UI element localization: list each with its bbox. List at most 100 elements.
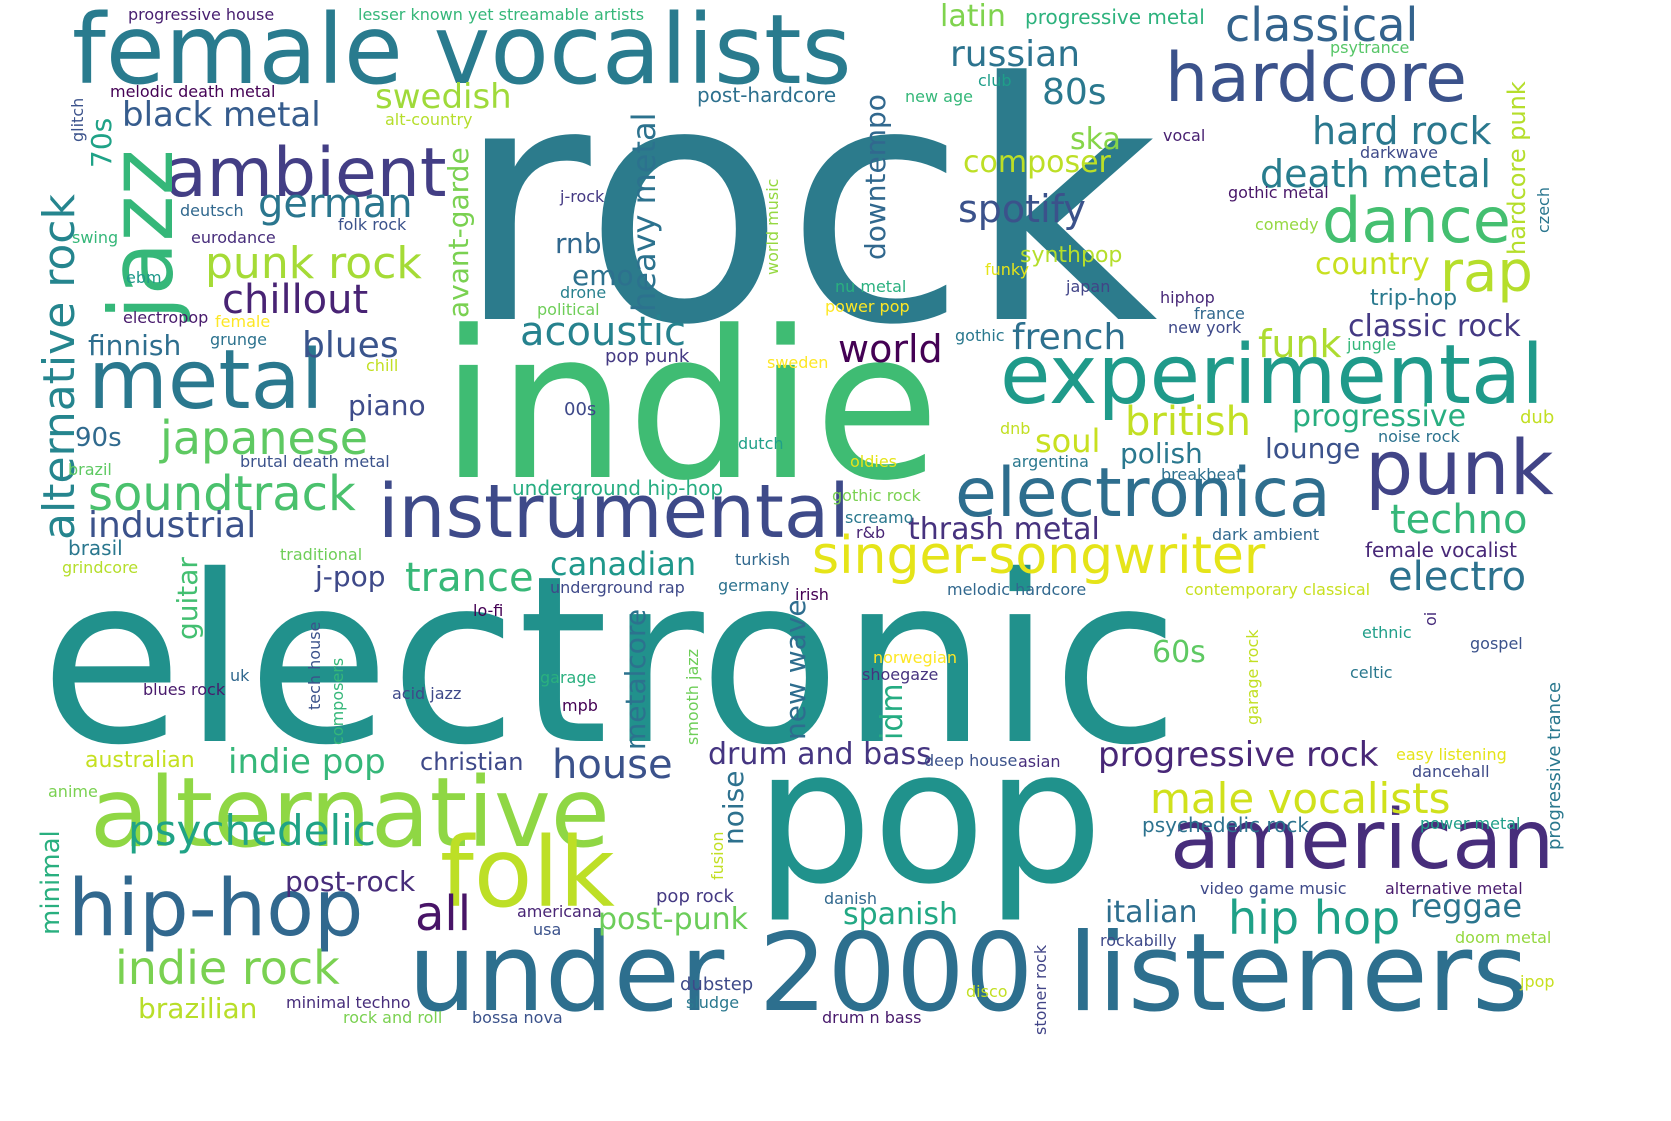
word-uk: uk xyxy=(230,666,250,685)
word-female-vocalist: female vocalist xyxy=(1365,538,1518,562)
word-progressive: progressive xyxy=(1292,399,1467,434)
word-folk: folk xyxy=(440,817,615,929)
word-hardcore: hardcore xyxy=(1165,39,1467,118)
word-new-age: new age xyxy=(905,87,973,106)
word-trance: trance xyxy=(405,555,534,601)
word-electronic: electronic xyxy=(40,526,1180,796)
word-italian: italian xyxy=(1105,895,1198,930)
word-blues: blues xyxy=(302,325,399,366)
word-bossa-nova: bossa nova xyxy=(472,1008,563,1027)
word-german: german xyxy=(258,181,413,227)
word-mpb: mpb xyxy=(562,696,598,715)
word-hardcore-punk: hardcore punk xyxy=(1503,81,1531,255)
word-classic-rock: classic rock xyxy=(1348,309,1521,344)
word-pop-punk: pop punk xyxy=(605,346,690,367)
word-metalcore: metalcore xyxy=(619,608,652,750)
word-british: british xyxy=(1125,399,1251,445)
word-brazil: brazil xyxy=(68,460,112,479)
word-traditional: traditional xyxy=(280,545,363,564)
word-rock-and-roll: rock and roll xyxy=(343,1008,443,1027)
word-alternative: alternative xyxy=(90,757,610,869)
word-asian: asian xyxy=(1018,752,1061,771)
word-guitar: guitar xyxy=(171,557,204,640)
word-hip-hop: hip-hop xyxy=(68,864,364,954)
word-comedy: comedy xyxy=(1255,215,1319,234)
word-hiphop: hiphop xyxy=(1160,288,1215,307)
word-gothic: gothic xyxy=(955,326,1005,345)
word-breakbeat: breakbeat xyxy=(1161,465,1243,484)
word-club: club xyxy=(978,71,1012,90)
word-alternative-metal: alternative metal xyxy=(1385,879,1523,898)
word-dance: dance xyxy=(1322,184,1511,257)
word-thrash-metal: thrash metal xyxy=(908,512,1100,547)
word-70s: 70s xyxy=(85,117,118,168)
word-celtic: celtic xyxy=(1350,663,1393,682)
word-anime: anime xyxy=(48,782,98,801)
word-acid-jazz: acid jazz xyxy=(392,684,462,703)
word-dutch: dutch xyxy=(738,434,784,453)
word-composer: composer xyxy=(963,145,1111,180)
word-instrumental: instrumental xyxy=(378,469,850,555)
word-progressive-trance: progressive trance xyxy=(1544,681,1565,850)
word-oldies: oldies xyxy=(850,452,898,471)
word-turkish: turkish xyxy=(735,550,791,569)
word-underground-hip-hop: underground hip-hop xyxy=(512,476,724,500)
word-germany: germany xyxy=(718,576,790,595)
word-female-vocalists: female vocalists xyxy=(72,0,852,106)
word-classical: classical xyxy=(1225,0,1419,52)
word-psychedelic-rock: psychedelic rock xyxy=(1142,813,1309,837)
word-90s: 90s xyxy=(75,423,122,453)
word-latin: latin xyxy=(940,0,1006,34)
word-sludge: sludge xyxy=(686,993,740,1012)
word-indie: indie xyxy=(440,288,941,526)
word-fusion: fusion xyxy=(708,831,727,880)
word-brutal-death-metal: brutal death metal xyxy=(240,452,390,471)
word-garage: garage xyxy=(540,668,597,687)
word-vocal: vocal xyxy=(1163,126,1206,145)
word-spotify: spotify xyxy=(958,187,1086,231)
word-electro: electro xyxy=(1388,554,1527,600)
word-tech-house: tech house xyxy=(305,621,324,710)
word-glitch: glitch xyxy=(68,97,87,142)
word-japan: japan xyxy=(1066,277,1111,296)
word-french: french xyxy=(1012,317,1127,358)
word-80s: 80s xyxy=(1042,72,1107,113)
word-piano: piano xyxy=(348,389,426,422)
word-jpop: jpop xyxy=(1520,972,1555,991)
word-melodic-hardcore: melodic hardcore xyxy=(947,580,1087,599)
word-russian: russian xyxy=(950,34,1081,75)
word-usa: usa xyxy=(533,920,562,939)
word-darkwave: darkwave xyxy=(1360,143,1439,162)
word-trip-hop: trip-hop xyxy=(1370,286,1458,311)
word-industrial: industrial xyxy=(88,505,257,546)
word-hard-rock: hard rock xyxy=(1312,109,1492,153)
word-reggae: reggae xyxy=(1410,887,1523,925)
word-grindcore: grindcore xyxy=(62,558,139,577)
word-christian: christian xyxy=(420,748,524,776)
word-polish: polish xyxy=(1120,437,1203,470)
word-dub: dub xyxy=(1520,407,1555,428)
word-indie-rock: indie rock xyxy=(115,941,340,995)
word-soul: soul xyxy=(1035,422,1101,460)
word-smooth-jazz: smooth jazz xyxy=(683,648,702,745)
word-psytrance: psytrance xyxy=(1330,38,1410,57)
word-power-pop: power pop xyxy=(825,297,910,316)
word-dark-ambient: dark ambient xyxy=(1212,525,1320,544)
word-screamo: screamo xyxy=(845,508,914,527)
word-60s: 60s xyxy=(1152,635,1206,670)
word-lounge: lounge xyxy=(1265,432,1361,465)
word-electropop: electropop xyxy=(123,308,209,327)
word-americana: americana xyxy=(517,902,602,921)
word-dancehall: dancehall xyxy=(1412,762,1490,781)
word-underground-rap: underground rap xyxy=(550,578,685,597)
word-hip-hop: hip hop xyxy=(1228,891,1401,945)
word-experimental: experimental xyxy=(1000,328,1545,423)
word-synthpop: synthpop xyxy=(1020,243,1123,268)
word-drum-n-bass: drum n bass xyxy=(822,1008,922,1027)
word-alt-country: alt-country xyxy=(385,110,473,129)
word-spanish: spanish xyxy=(843,897,959,932)
word-grunge: grunge xyxy=(210,330,268,349)
word-chill: chill xyxy=(366,356,399,375)
word-acoustic: acoustic xyxy=(520,309,686,355)
word-post-punk: post-punk xyxy=(598,902,749,937)
